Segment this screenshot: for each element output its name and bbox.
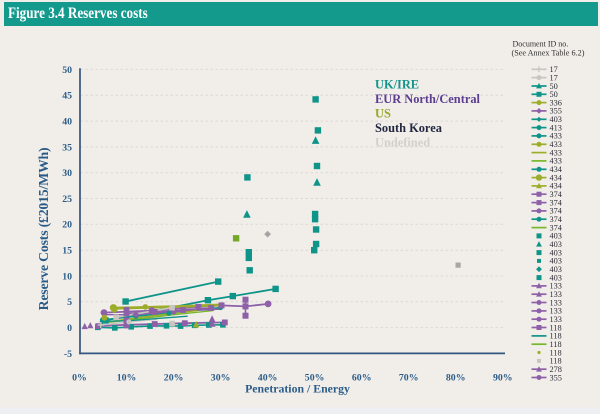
svg-text:133: 133 xyxy=(550,315,562,324)
svg-text:403: 403 xyxy=(550,273,562,282)
svg-text:374: 374 xyxy=(550,215,563,224)
svg-text:118: 118 xyxy=(550,357,562,366)
svg-text:20: 20 xyxy=(62,220,72,231)
svg-text:374: 374 xyxy=(550,207,563,216)
svg-text:403: 403 xyxy=(550,257,562,266)
svg-text:Penetration / Energy: Penetration / Energy xyxy=(245,381,350,395)
svg-text:403: 403 xyxy=(550,115,562,124)
svg-text:45: 45 xyxy=(62,91,72,102)
svg-text:90%: 90% xyxy=(493,373,513,384)
svg-text:35: 35 xyxy=(62,142,72,153)
svg-text:0%: 0% xyxy=(72,373,87,384)
svg-text:30%: 30% xyxy=(211,373,231,384)
svg-text:133: 133 xyxy=(550,282,562,291)
svg-text:30: 30 xyxy=(62,168,72,179)
svg-text:278: 278 xyxy=(550,365,562,374)
svg-text:Document ID no.: Document ID no. xyxy=(513,39,569,48)
svg-text:374: 374 xyxy=(550,223,563,232)
svg-text:Undefined: Undefined xyxy=(375,135,430,149)
svg-text:433: 433 xyxy=(550,140,562,149)
svg-text:25: 25 xyxy=(62,194,72,205)
svg-text:15: 15 xyxy=(62,246,72,257)
svg-text:133: 133 xyxy=(550,307,562,316)
svg-text:413: 413 xyxy=(550,123,562,132)
svg-text:20%: 20% xyxy=(164,373,184,384)
svg-text:133: 133 xyxy=(550,290,562,299)
svg-text:374: 374 xyxy=(550,190,563,199)
svg-text:355: 355 xyxy=(550,373,562,382)
svg-text:50: 50 xyxy=(550,82,558,91)
svg-text:EUR North/Central: EUR North/Central xyxy=(375,92,481,106)
svg-text:40%: 40% xyxy=(258,373,278,384)
svg-text:403: 403 xyxy=(550,232,562,241)
svg-text:118: 118 xyxy=(550,323,562,332)
svg-text:South Korea: South Korea xyxy=(375,121,442,135)
svg-text:434: 434 xyxy=(550,173,563,182)
svg-text:433: 433 xyxy=(550,132,562,141)
svg-text:403: 403 xyxy=(550,240,562,249)
svg-text:5: 5 xyxy=(67,297,72,308)
svg-text:434: 434 xyxy=(550,182,563,191)
svg-text:0: 0 xyxy=(67,323,72,334)
svg-text:50%: 50% xyxy=(305,373,325,384)
svg-text:403: 403 xyxy=(550,265,562,274)
svg-text:118: 118 xyxy=(550,332,562,341)
svg-text:433: 433 xyxy=(550,157,562,166)
svg-text:433: 433 xyxy=(550,148,562,157)
svg-text:50: 50 xyxy=(550,90,558,99)
svg-text:355: 355 xyxy=(550,107,562,116)
svg-text:133: 133 xyxy=(550,298,562,307)
svg-text:Reserve Costs (£2015/MWh): Reserve Costs (£2015/MWh) xyxy=(36,148,52,311)
svg-text:US: US xyxy=(375,106,391,120)
svg-text:80%: 80% xyxy=(446,373,466,384)
svg-text:403: 403 xyxy=(550,248,562,257)
svg-text:10: 10 xyxy=(62,271,72,282)
svg-text:UK/IRE: UK/IRE xyxy=(375,78,419,92)
svg-text:17: 17 xyxy=(550,73,558,82)
svg-text:(See Annex Table 6.2): (See Annex Table 6.2) xyxy=(512,48,585,57)
svg-text:374: 374 xyxy=(550,198,563,207)
svg-text:336: 336 xyxy=(550,98,562,107)
svg-text:10%: 10% xyxy=(117,373,137,384)
svg-text:40: 40 xyxy=(62,117,72,128)
svg-text:60%: 60% xyxy=(352,373,372,384)
svg-text:434: 434 xyxy=(550,165,563,174)
svg-text:118: 118 xyxy=(550,340,562,349)
svg-text:118: 118 xyxy=(550,348,562,357)
svg-text:70%: 70% xyxy=(399,373,419,384)
svg-text:-5: -5 xyxy=(64,349,72,360)
svg-text:17: 17 xyxy=(550,65,558,74)
svg-text:50: 50 xyxy=(62,65,72,76)
